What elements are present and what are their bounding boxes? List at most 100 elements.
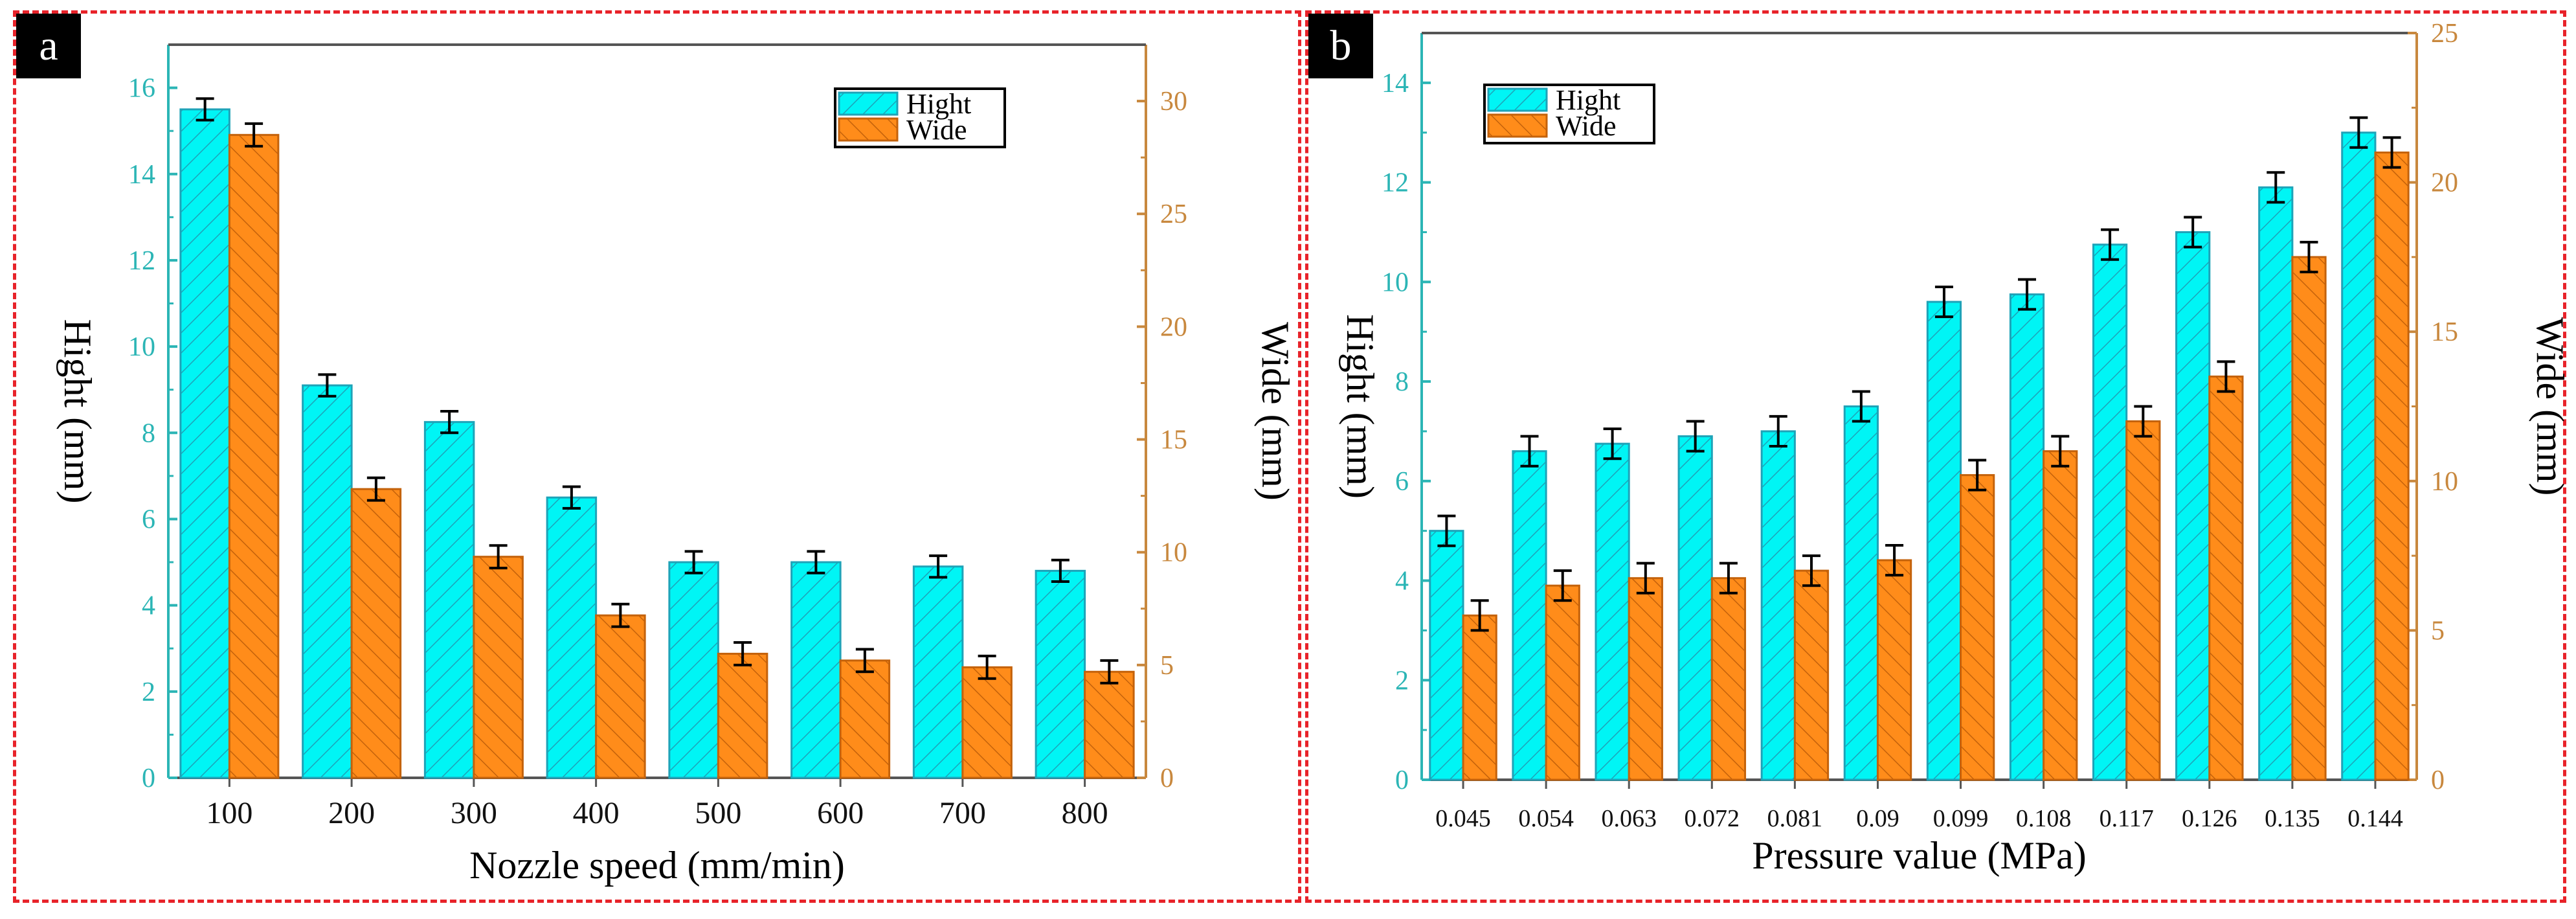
left-tick-label: 0 bbox=[1395, 766, 1409, 795]
wide-bar bbox=[1960, 474, 1995, 781]
wide-bar bbox=[1084, 670, 1135, 779]
left-tick-label: 12 bbox=[128, 246, 155, 276]
x-tick-label: 0.135 bbox=[2265, 805, 2320, 832]
right-tick-label: 10 bbox=[2431, 467, 2458, 497]
x-tick-label: 600 bbox=[817, 796, 864, 830]
x-tick-label: 0.108 bbox=[2016, 805, 2072, 832]
hight-bar bbox=[546, 496, 598, 779]
legend-hight-swatch bbox=[1487, 87, 1548, 112]
panel-a-frame: a 0 2 4 6 8 10 12 14 16 0 5 10 15 20 25 30 100 200 300 400 5… bbox=[13, 10, 1301, 903]
y-axis-title: Hight (mm) bbox=[1339, 314, 1382, 499]
hight-bar bbox=[1595, 442, 1630, 781]
y-axis-title: Hight (mm) bbox=[56, 319, 99, 504]
hight-bar bbox=[179, 108, 230, 779]
hight-bar bbox=[1512, 450, 1547, 781]
hight-bar bbox=[668, 561, 719, 779]
panel-b-frame: b 0 2 4 6 8 10 12 14 0 5 10 15 20 25 0.045 0.054 0.063 0.… bbox=[1305, 10, 2571, 903]
legend-wide-label: Wide bbox=[1556, 110, 1617, 142]
right-tick-label: 15 bbox=[1160, 425, 1187, 455]
left-tick-label: 2 bbox=[1395, 666, 1409, 696]
wide-bar bbox=[2125, 420, 2161, 781]
right-tick-label: 5 bbox=[1160, 651, 1174, 681]
hight-bar bbox=[1429, 530, 1464, 781]
right-tick-label: 15 bbox=[2431, 317, 2458, 347]
hight-bar bbox=[2175, 231, 2211, 781]
legend-hight-swatch bbox=[838, 91, 899, 116]
wide-bar bbox=[1710, 577, 1747, 781]
left-tick-label: 6 bbox=[1395, 467, 1409, 497]
right-tick-label: 20 bbox=[1160, 312, 1187, 342]
hight-bar bbox=[423, 421, 475, 779]
wide-bar bbox=[2291, 256, 2327, 781]
hight-bar bbox=[2009, 293, 2045, 781]
wide-bar bbox=[595, 614, 646, 779]
y2-axis-title: Wide (mm) bbox=[2529, 317, 2571, 496]
left-tick-label: 4 bbox=[1395, 567, 1409, 596]
wide-bar bbox=[1628, 577, 1663, 781]
x-tick-label: 0.072 bbox=[1685, 805, 1740, 832]
chart-b: 0 2 4 6 8 10 12 14 0 5 10 15 20 25 0.045 0.054 0.063 0.07… bbox=[1339, 19, 2571, 877]
wide-bar bbox=[1876, 559, 1912, 781]
left-tick-label: 10 bbox=[128, 332, 155, 362]
hight-bar bbox=[1035, 569, 1086, 779]
hight-bar bbox=[1677, 435, 1713, 781]
panel-a-label: a bbox=[16, 14, 81, 78]
left-tick-label: 14 bbox=[1382, 69, 1409, 98]
chart-a: 0 2 4 6 8 10 12 14 16 0 5 10 15 20 25 30 100 200 300 400 500… bbox=[56, 43, 1297, 887]
left-tick-label: 12 bbox=[1382, 168, 1409, 198]
right-tick-label: 30 bbox=[1160, 87, 1187, 117]
right-tick-label: 10 bbox=[1160, 538, 1187, 568]
left-tick-label: 0 bbox=[142, 764, 155, 793]
left-tick-label: 10 bbox=[1382, 267, 1409, 297]
x-tick-label: 700 bbox=[939, 796, 986, 830]
legend-wide-label: Wide bbox=[906, 114, 967, 146]
x-tick-label: 300 bbox=[451, 796, 497, 830]
x-tick-label: 400 bbox=[573, 796, 620, 830]
wide-bar bbox=[228, 133, 280, 779]
hight-bar bbox=[2341, 131, 2377, 781]
wide-bar bbox=[2374, 151, 2410, 781]
legend-hight-label: Hight bbox=[906, 88, 971, 120]
x-tick-label: 200 bbox=[328, 796, 375, 830]
wide-bar bbox=[473, 556, 524, 779]
hight-bar bbox=[790, 561, 842, 779]
wide-bar bbox=[1793, 569, 1830, 781]
x-tick-label: 0.081 bbox=[1767, 805, 1823, 832]
left-tick-label: 8 bbox=[142, 418, 155, 448]
legend-wide-swatch bbox=[838, 117, 899, 142]
hight-bar bbox=[1760, 430, 1796, 781]
x-tick-label: 800 bbox=[1062, 796, 1108, 830]
hight-bar bbox=[1926, 301, 1962, 781]
right-tick-label: 0 bbox=[2431, 766, 2445, 795]
y2-axis-title: Wide (mm) bbox=[1254, 322, 1297, 501]
x-tick-label: 0.099 bbox=[1933, 805, 1989, 832]
right-tick-label: 25 bbox=[1160, 199, 1187, 229]
right-tick-label: 20 bbox=[2431, 168, 2458, 198]
wide-bar bbox=[1545, 584, 1580, 781]
wide-bar bbox=[350, 488, 402, 779]
hight-bar bbox=[2258, 186, 2294, 781]
x-tick-label: 0.126 bbox=[2182, 805, 2237, 832]
left-tick-label: 16 bbox=[128, 74, 155, 104]
x-tick-label: 0.117 bbox=[2100, 805, 2154, 832]
panel-b-label: b bbox=[1308, 14, 1373, 78]
legend-hight-label: Hight bbox=[1556, 84, 1620, 116]
wide-bar bbox=[839, 659, 891, 779]
x-tick-label: 100 bbox=[206, 796, 252, 830]
hight-bar bbox=[302, 384, 353, 779]
hight-bar bbox=[912, 565, 964, 779]
left-tick-label: 8 bbox=[1395, 367, 1409, 397]
left-tick-label: 14 bbox=[128, 160, 155, 190]
x-tick-label: 0.054 bbox=[1518, 805, 1574, 832]
left-tick-label: 4 bbox=[142, 591, 155, 621]
x-axis-title: Pressure value (MPa) bbox=[1752, 834, 2087, 877]
wide-bar bbox=[2043, 450, 2078, 781]
legend-wide-swatch bbox=[1487, 113, 1548, 138]
x-tick-label: 0.144 bbox=[2347, 805, 2403, 832]
right-tick-label: 5 bbox=[2431, 616, 2445, 646]
wide-bar bbox=[717, 652, 768, 779]
hight-bar bbox=[2092, 244, 2128, 781]
x-tick-label: 0.09 bbox=[1856, 805, 1899, 832]
wide-bar bbox=[961, 666, 1013, 779]
left-tick-label: 6 bbox=[142, 505, 155, 534]
